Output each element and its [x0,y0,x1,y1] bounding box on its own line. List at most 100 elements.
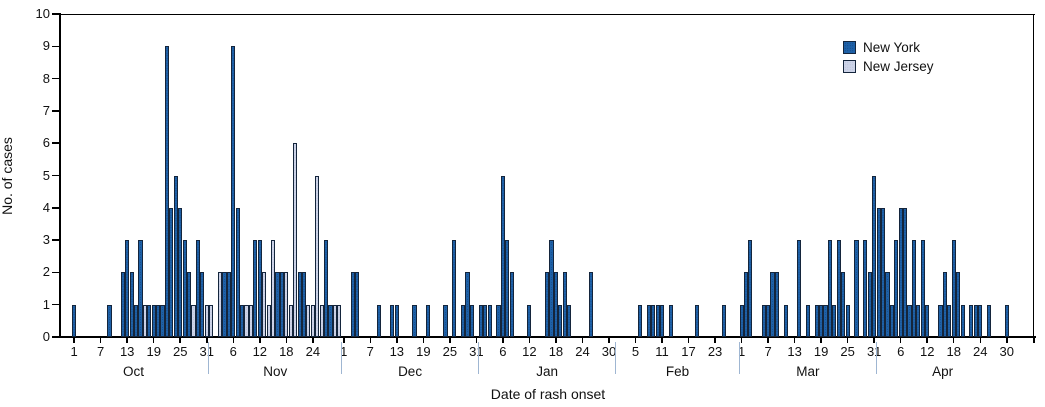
bar-new-york-nov8 [240,304,245,337]
bar-new-york-apr7 [903,207,908,337]
y-tick-label: 2 [42,264,50,280]
x-tick-label: 1 [737,344,746,359]
month-label-jan: Jan [536,364,558,379]
legend-row-new-york: New York [843,38,934,57]
x-tick-label: 12 [522,344,537,359]
bar-new-york-oct29 [195,240,200,337]
x-tick [979,337,981,343]
x-tick-label: 12 [919,344,935,359]
y-tick-label: 10 [35,6,50,21]
x-tick-label: 24 [973,344,988,359]
bar-new-york-mar9 [774,272,780,337]
x-tick [259,337,261,343]
bar-new-york-mar16 [805,304,810,337]
bar-new-york-oct24 [173,175,178,337]
bar-new-york-oct20 [156,304,161,337]
bar-new-york-apr15 [938,304,943,337]
bar-new-york-oct30 [200,272,205,337]
x-tick-label: 13 [119,344,135,359]
bar-new-york-apr9 [911,240,917,337]
x-tick [687,337,690,343]
x-tick [73,337,75,343]
y-tick [52,45,59,48]
bar-new-york-dec9 [377,304,382,337]
bar-new-york-mar2 [743,272,749,337]
bar-new-york-feb25 [721,304,726,337]
bar-new-york-dec3 [350,272,355,337]
y-tick [52,239,59,241]
x-tick-label: 1 [340,344,348,359]
x-tick [952,337,955,343]
bar-new-york-dec12 [390,304,395,337]
bar-new-jersey-nov20 [293,143,298,337]
x-tick [846,337,849,343]
bar-new-york-nov22 [301,272,307,337]
bar-new-york-apr6 [898,207,903,337]
month-separator [875,342,877,374]
bar-new-york-nov27 [324,240,329,337]
x-tick-label: 25 [840,344,855,359]
x-tick [873,337,875,343]
bar-new-york-mar29 [863,240,868,337]
bar-new-jersey-nov15 [270,240,276,337]
new-york-swatch-icon [843,41,856,54]
bar-new-york-oct25 [178,207,183,337]
bar-new-york-jan1 [478,304,483,337]
bar-new-york-apr4 [889,304,894,337]
bar-new-york-apr30 [1004,304,1009,337]
bar-new-york-apr22 [969,304,974,337]
bar-new-york-mar3 [748,240,753,337]
bar-new-jersey-oct17 [142,304,147,337]
bar-new-york-feb10 [655,304,660,337]
x-tick-label: 31 [469,344,484,359]
bar-new-jersey-nov10 [248,304,254,337]
y-tick [52,142,59,144]
bar-new-york-apr23 [973,304,978,337]
x-tick-label: 13 [389,344,405,359]
bar-new-york-apr20 [960,304,965,337]
x-tick-label: 24 [305,344,321,359]
bar-new-york-oct1 [72,304,77,337]
bar-new-york-oct14 [129,272,134,337]
x-tick [820,337,822,343]
x-tick [343,337,345,343]
top-spine [58,13,1035,15]
bar-new-york-apr5 [894,240,899,337]
bar-new-york-mar7 [766,304,771,337]
month-separator [208,342,210,374]
bar-new-york-dec28 [461,304,466,337]
x-tick [661,337,663,343]
bar-new-york-jan8 [509,272,514,337]
x-tick-label: 18 [279,344,294,359]
x-tick [99,337,102,343]
bar-new-york-mar22 [832,304,837,337]
y-tick-label: 5 [42,167,50,183]
x-tick [714,337,716,343]
x-tick [206,337,208,343]
bar-new-york-dec24 [443,304,448,337]
bar-new-jersey-nov18 [284,272,289,337]
y-tick-label: 1 [42,296,50,312]
x-tick [608,337,610,343]
bar-new-jersey-nov1 [209,304,214,337]
bar-new-york-oct13 [125,240,130,337]
bar-new-york-mar21 [827,240,833,337]
bar-new-york-mar11 [783,304,788,337]
bar-new-jersey-oct28 [191,304,196,337]
axis-end-tick [1033,337,1035,343]
bar-new-york-mar31 [872,175,877,337]
x-tick [555,337,557,343]
x-tick-label: 24 [575,344,590,359]
x-tick [634,337,637,343]
x-tick-label: 1 [70,344,78,359]
bar-new-york-jan17 [549,240,554,337]
bar-new-york-jan7 [505,240,510,337]
bar-new-york-jan6 [500,175,505,337]
y-tick [52,336,59,338]
bar-new-york-dec20 [425,304,430,337]
bar-new-york-feb8 [646,304,651,337]
bar-new-york-mar27 [854,240,859,337]
y-tick [52,174,59,177]
bar-new-jersey-nov19 [288,304,293,337]
